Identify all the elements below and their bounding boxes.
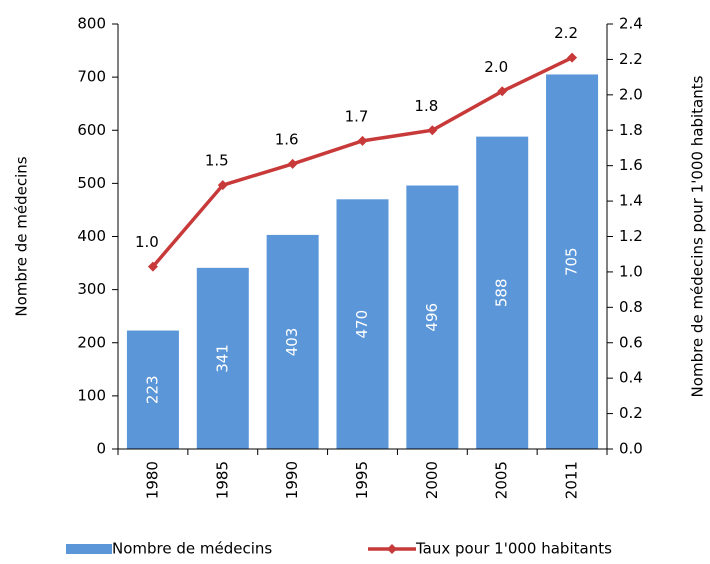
x-tick-label: 2011 [563, 461, 581, 499]
y2-tick-label: 1.8 [619, 121, 643, 139]
y-tick-label: 600 [77, 121, 106, 139]
y-tick-label: 0 [96, 440, 106, 458]
y2-tick-label: 1.4 [619, 192, 643, 210]
y-tick-label: 300 [77, 280, 106, 298]
y-tick-label: 100 [77, 386, 106, 404]
y2-tick-label: 2.2 [619, 50, 643, 68]
y-tick-label: 700 [77, 68, 106, 86]
y2-tick-label: 0.4 [619, 369, 643, 387]
line-value-label: 1.8 [414, 97, 438, 115]
y2-tick-label: 0.8 [619, 298, 643, 316]
line-marker [567, 52, 578, 63]
y2-tick-label: 2.4 [619, 15, 643, 33]
line-value-label: 1.5 [205, 152, 229, 170]
line-value-label: 1.6 [275, 130, 299, 148]
line-marker [147, 261, 158, 272]
line-value-label: 1.0 [135, 233, 159, 251]
y2-tick-label: 1.0 [619, 262, 643, 280]
bar-value-label: 341 [213, 344, 231, 373]
bar-value-label: 470 [353, 310, 371, 339]
line-marker [357, 135, 368, 146]
bar [336, 199, 389, 449]
y2-tick-label: 0.6 [619, 333, 643, 351]
bar [266, 234, 319, 449]
bar [126, 330, 179, 449]
bar-value-label: 403 [283, 328, 301, 357]
bar [546, 74, 599, 449]
y2-tick-label: 0.0 [619, 440, 643, 458]
y-axis-title: Nombre de médecins [13, 156, 31, 316]
y2-axis-title: Nombre de médecins pour 1'000 habitants [689, 75, 707, 397]
y2-tick-label: 1.2 [619, 227, 643, 245]
y2-tick-label: 1.6 [619, 156, 643, 174]
legend-marker [387, 544, 397, 554]
x-tick-label: 2005 [493, 461, 511, 499]
x-tick-label: 1995 [353, 461, 371, 499]
bar-value-label: 223 [143, 375, 161, 404]
bar [476, 136, 529, 449]
y-tick-label: 800 [77, 15, 106, 33]
bar-value-label: 496 [423, 303, 441, 332]
line-marker [217, 180, 228, 191]
bar-value-label: 705 [563, 247, 581, 276]
line-value-label: 1.7 [345, 107, 369, 125]
y-tick-label: 500 [77, 174, 106, 192]
legend-label: Taux pour 1'000 habitants [415, 540, 612, 558]
y-tick-label: 200 [77, 333, 106, 351]
bar [406, 185, 459, 449]
x-tick-label: 1990 [283, 461, 301, 499]
line-marker [287, 158, 298, 169]
x-tick-label: 2000 [423, 461, 441, 499]
line-marker [497, 86, 508, 97]
bar-value-label: 588 [493, 278, 511, 307]
x-tick-label: 1985 [213, 461, 231, 499]
bar [196, 267, 249, 449]
y-tick-label: 400 [77, 227, 106, 245]
line-value-label: 2.2 [554, 24, 578, 42]
legend-swatch [66, 544, 112, 554]
y2-tick-label: 0.2 [619, 404, 643, 422]
line-value-label: 2.0 [484, 58, 508, 76]
y2-tick-label: 2.0 [619, 85, 643, 103]
legend-label: Nombre de médecins [112, 540, 272, 558]
line-marker [427, 125, 438, 136]
x-tick-label: 1980 [143, 461, 161, 499]
